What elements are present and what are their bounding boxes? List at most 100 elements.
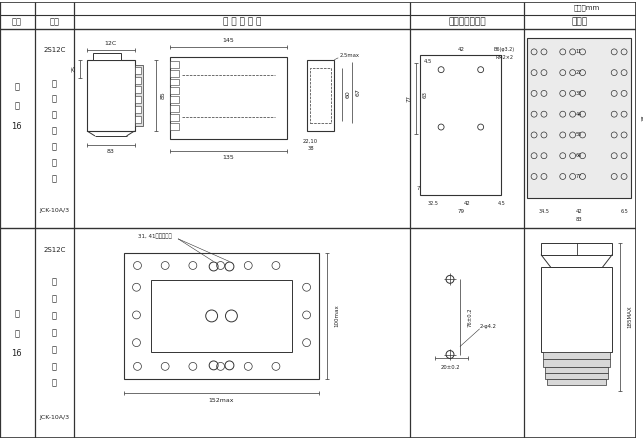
Bar	[421, 55, 502, 195]
Bar	[170, 79, 179, 85]
Text: 100max: 100max	[335, 304, 340, 327]
Text: 38: 38	[641, 115, 643, 121]
Text: 2S12C: 2S12C	[43, 47, 66, 53]
Text: 66: 66	[576, 153, 582, 158]
Text: 结构: 结构	[50, 18, 59, 27]
Bar	[170, 96, 179, 103]
Bar	[545, 367, 608, 373]
Bar	[151, 280, 292, 352]
Bar	[309, 68, 331, 123]
Text: 11: 11	[576, 49, 582, 55]
Bar	[170, 105, 179, 112]
Bar	[136, 116, 141, 123]
Bar	[527, 38, 631, 198]
Bar	[87, 60, 134, 131]
Text: 44: 44	[576, 112, 582, 117]
Text: 接: 接	[52, 158, 57, 167]
Text: 16: 16	[12, 349, 22, 358]
Bar	[136, 67, 141, 73]
Text: 4.5: 4.5	[423, 59, 431, 64]
Text: 152max: 152max	[209, 399, 234, 403]
Text: 2.5max: 2.5max	[340, 53, 359, 59]
Text: JCK-10A/3: JCK-10A/3	[39, 415, 69, 420]
Bar	[136, 77, 141, 84]
Text: 凸: 凸	[52, 79, 57, 88]
Text: 4.5: 4.5	[498, 201, 505, 205]
Text: 2-φ4.2: 2-φ4.2	[480, 324, 496, 329]
Text: 图号: 图号	[12, 18, 22, 27]
Text: 单位：mm: 单位：mm	[574, 4, 600, 11]
Text: 凸: 凸	[52, 278, 57, 287]
Text: 2S: 2S	[71, 65, 77, 72]
Text: 图: 图	[14, 102, 19, 111]
Text: 42: 42	[464, 201, 470, 205]
Text: 185MAX: 185MAX	[628, 306, 633, 328]
Bar	[543, 352, 610, 359]
Text: 16: 16	[12, 121, 22, 131]
Bar	[170, 57, 287, 139]
Text: 出: 出	[52, 95, 57, 104]
Text: 22: 22	[576, 70, 582, 75]
Text: 式: 式	[52, 312, 57, 320]
Text: 式: 式	[52, 111, 57, 120]
Text: 板: 板	[52, 126, 57, 136]
Text: 60: 60	[346, 91, 350, 98]
Text: 2S12C: 2S12C	[43, 247, 66, 253]
Text: 后: 后	[52, 142, 57, 151]
Text: 端子图: 端子图	[572, 18, 588, 27]
Bar	[93, 53, 121, 60]
Text: 34.5: 34.5	[539, 209, 549, 213]
Text: 22,10: 22,10	[303, 138, 318, 143]
Text: 77: 77	[407, 95, 412, 102]
Bar	[170, 123, 179, 130]
Text: 线: 线	[52, 379, 57, 388]
Text: 前: 前	[52, 345, 57, 354]
Text: 出: 出	[52, 295, 57, 304]
Text: 6.5: 6.5	[620, 209, 628, 213]
Bar	[136, 106, 141, 113]
Bar	[170, 61, 179, 68]
Bar	[170, 88, 179, 95]
Text: 63: 63	[423, 91, 428, 98]
Bar	[170, 114, 179, 121]
Text: 12C: 12C	[105, 41, 117, 47]
Text: 安装开孔尺寸图: 安装开孔尺寸图	[448, 18, 485, 27]
Text: 接: 接	[52, 362, 57, 371]
Text: 79: 79	[457, 209, 464, 213]
Bar	[136, 96, 141, 103]
Text: 135: 135	[222, 155, 234, 160]
Text: 附: 附	[14, 82, 19, 91]
Text: 板: 板	[52, 328, 57, 337]
Text: 85: 85	[161, 92, 166, 99]
Text: 33: 33	[576, 91, 582, 96]
Bar	[545, 373, 608, 379]
Text: 20±0.2: 20±0.2	[440, 365, 460, 370]
Text: B6(φ3.2): B6(φ3.2)	[494, 48, 515, 52]
Text: 83: 83	[107, 149, 114, 154]
Text: 38: 38	[307, 146, 314, 151]
Bar	[541, 268, 612, 352]
Text: 7: 7	[417, 186, 420, 191]
Text: 77: 77	[576, 174, 582, 179]
Bar	[170, 70, 179, 77]
Text: 31, 41为电流端子: 31, 41为电流端子	[138, 233, 172, 238]
Text: 42: 42	[575, 209, 583, 213]
Text: 145: 145	[222, 38, 234, 44]
Bar	[136, 87, 141, 93]
Bar	[543, 359, 610, 367]
Text: 83: 83	[575, 216, 583, 221]
Text: 55: 55	[576, 132, 582, 137]
Bar	[307, 60, 334, 131]
Text: RM2×2: RM2×2	[495, 55, 513, 60]
Bar	[134, 65, 143, 126]
Text: 附: 附	[14, 309, 19, 319]
Bar	[123, 253, 320, 379]
Bar	[541, 243, 612, 255]
Text: 32.5: 32.5	[428, 201, 439, 205]
Text: JCK-10A/3: JCK-10A/3	[39, 208, 69, 213]
Text: 线: 线	[52, 174, 57, 183]
Text: 外 形 尺 寸 图: 外 形 尺 寸 图	[223, 18, 262, 27]
Text: 图: 图	[14, 329, 19, 338]
Text: 67: 67	[356, 88, 361, 96]
Bar	[547, 379, 606, 385]
